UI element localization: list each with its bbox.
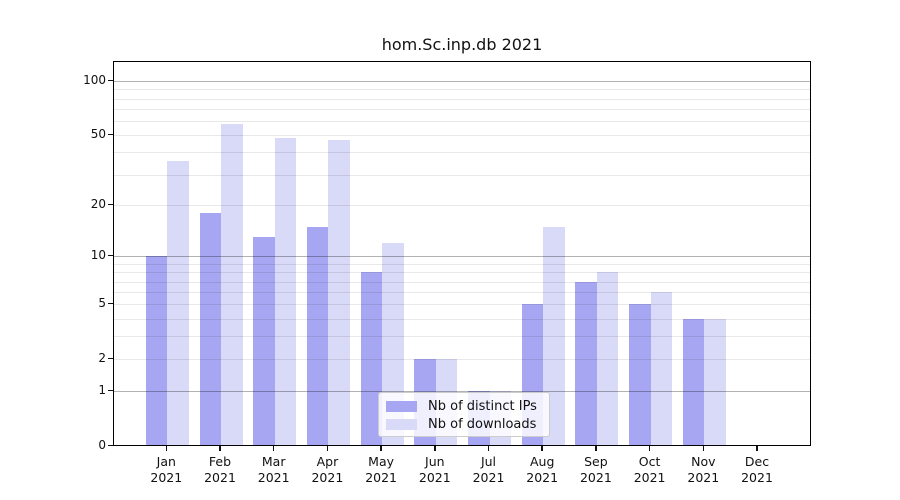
x-tick-mark [434, 446, 436, 451]
y-gridline-minor [114, 272, 810, 274]
bar-distinct-ips [575, 281, 597, 445]
x-tick-mark [541, 446, 543, 451]
x-tick-mark [272, 446, 275, 451]
bar-distinct-ips [629, 304, 651, 445]
y-gridline-minor [114, 135, 810, 137]
bar-downloads [274, 138, 297, 445]
y-tick-label: 2 [98, 351, 106, 366]
legend-row-distinct-ips: Nb of distinct IPs [386, 398, 549, 415]
bar-downloads [596, 272, 619, 445]
y-tick-mark [108, 357, 113, 360]
x-tick-mark [380, 446, 382, 451]
y-tick-mark [108, 203, 113, 206]
y-tick-label: 5 [98, 296, 106, 311]
plot-area: Nb of distinct IPs Nb of downloads [113, 61, 811, 446]
x-tick-mark [648, 446, 651, 451]
chart-title: hom.Sc.inp.db 2021 [381, 35, 543, 54]
x-tick-label: Mar 2021 [257, 454, 290, 485]
x-tick-label: Oct 2021 [633, 454, 666, 485]
y-tick-label: 50 [90, 127, 106, 142]
y-tick-label: 10 [90, 248, 106, 263]
x-tick-label: May 2021 [365, 454, 397, 485]
bar-distinct-ips [306, 226, 329, 445]
y-gridline-minor [114, 336, 810, 338]
y-gridline-minor [114, 121, 810, 123]
x-tick-mark [756, 446, 758, 451]
y-gridline-minor [114, 318, 810, 320]
x-tick-label: Jan 2021 [150, 454, 183, 485]
bar-downloads [328, 140, 350, 445]
y-tick-mark [108, 302, 113, 305]
x-tick-label: Nov 2021 [687, 454, 720, 485]
legend-label-distinct-ips: Nb of distinct IPs [428, 399, 537, 414]
x-tick-label: Sep 2021 [579, 454, 612, 485]
y-gridline-minor [114, 205, 810, 207]
x-tick-mark [487, 446, 490, 451]
y-tick-mark [108, 79, 113, 82]
x-tick-mark [165, 446, 168, 451]
legend-swatch-distinct-ips-icon [386, 401, 417, 412]
y-tick-mark [108, 389, 113, 392]
y-tick-mark [108, 254, 113, 257]
legend: Nb of distinct IPs Nb of downloads [378, 392, 550, 437]
y-gridline-minor [114, 98, 810, 100]
legend-swatch-downloads-icon [386, 419, 417, 430]
x-tick-mark [702, 446, 705, 451]
bar-distinct-ips [199, 213, 221, 445]
y-gridline-minor [114, 304, 810, 306]
bar-distinct-ips [145, 256, 168, 445]
x-tick-label: Apr 2021 [311, 454, 344, 485]
y-tick-mark [108, 444, 113, 446]
y-gridline-minor [114, 109, 810, 111]
bar-downloads [704, 318, 726, 445]
x-tick-mark [219, 446, 221, 451]
y-gridline-minor [114, 359, 810, 361]
y-gridline-minor [114, 264, 810, 265]
y-gridline-major [114, 81, 810, 83]
x-tick-label: Dec 2021 [741, 454, 773, 485]
x-tick-label: Aug 2021 [526, 454, 559, 485]
bar-distinct-ips [253, 237, 275, 445]
bar-distinct-ips [360, 272, 383, 445]
x-tick-label: Jul 2021 [472, 454, 505, 485]
y-tick-label: 1 [98, 383, 106, 398]
y-gridline-minor [114, 174, 810, 176]
bar-distinct-ips [682, 318, 705, 445]
x-tick-label: Jun 2021 [418, 454, 451, 485]
y-gridline-minor [114, 152, 810, 154]
bar-downloads [543, 226, 565, 445]
legend-row-downloads: Nb of downloads [386, 416, 549, 433]
y-tick-label: 0 [98, 438, 106, 452]
bar-downloads [650, 292, 673, 445]
legend-label-downloads: Nb of downloads [428, 417, 537, 432]
y-gridline-minor [114, 292, 810, 294]
y-tick-label: 100 [83, 73, 106, 88]
y-gridline-minor [114, 281, 810, 283]
bar-downloads [221, 123, 243, 445]
y-gridline-major [114, 256, 810, 258]
x-tick-mark [595, 446, 597, 451]
y-gridline-minor [114, 89, 810, 91]
x-tick-label: Feb 2021 [204, 454, 236, 485]
bar-downloads [167, 160, 189, 445]
x-tick-mark [326, 446, 329, 451]
y-tick-mark [108, 133, 113, 136]
y-gridline-major [114, 391, 810, 393]
y-tick-label: 20 [90, 197, 106, 212]
